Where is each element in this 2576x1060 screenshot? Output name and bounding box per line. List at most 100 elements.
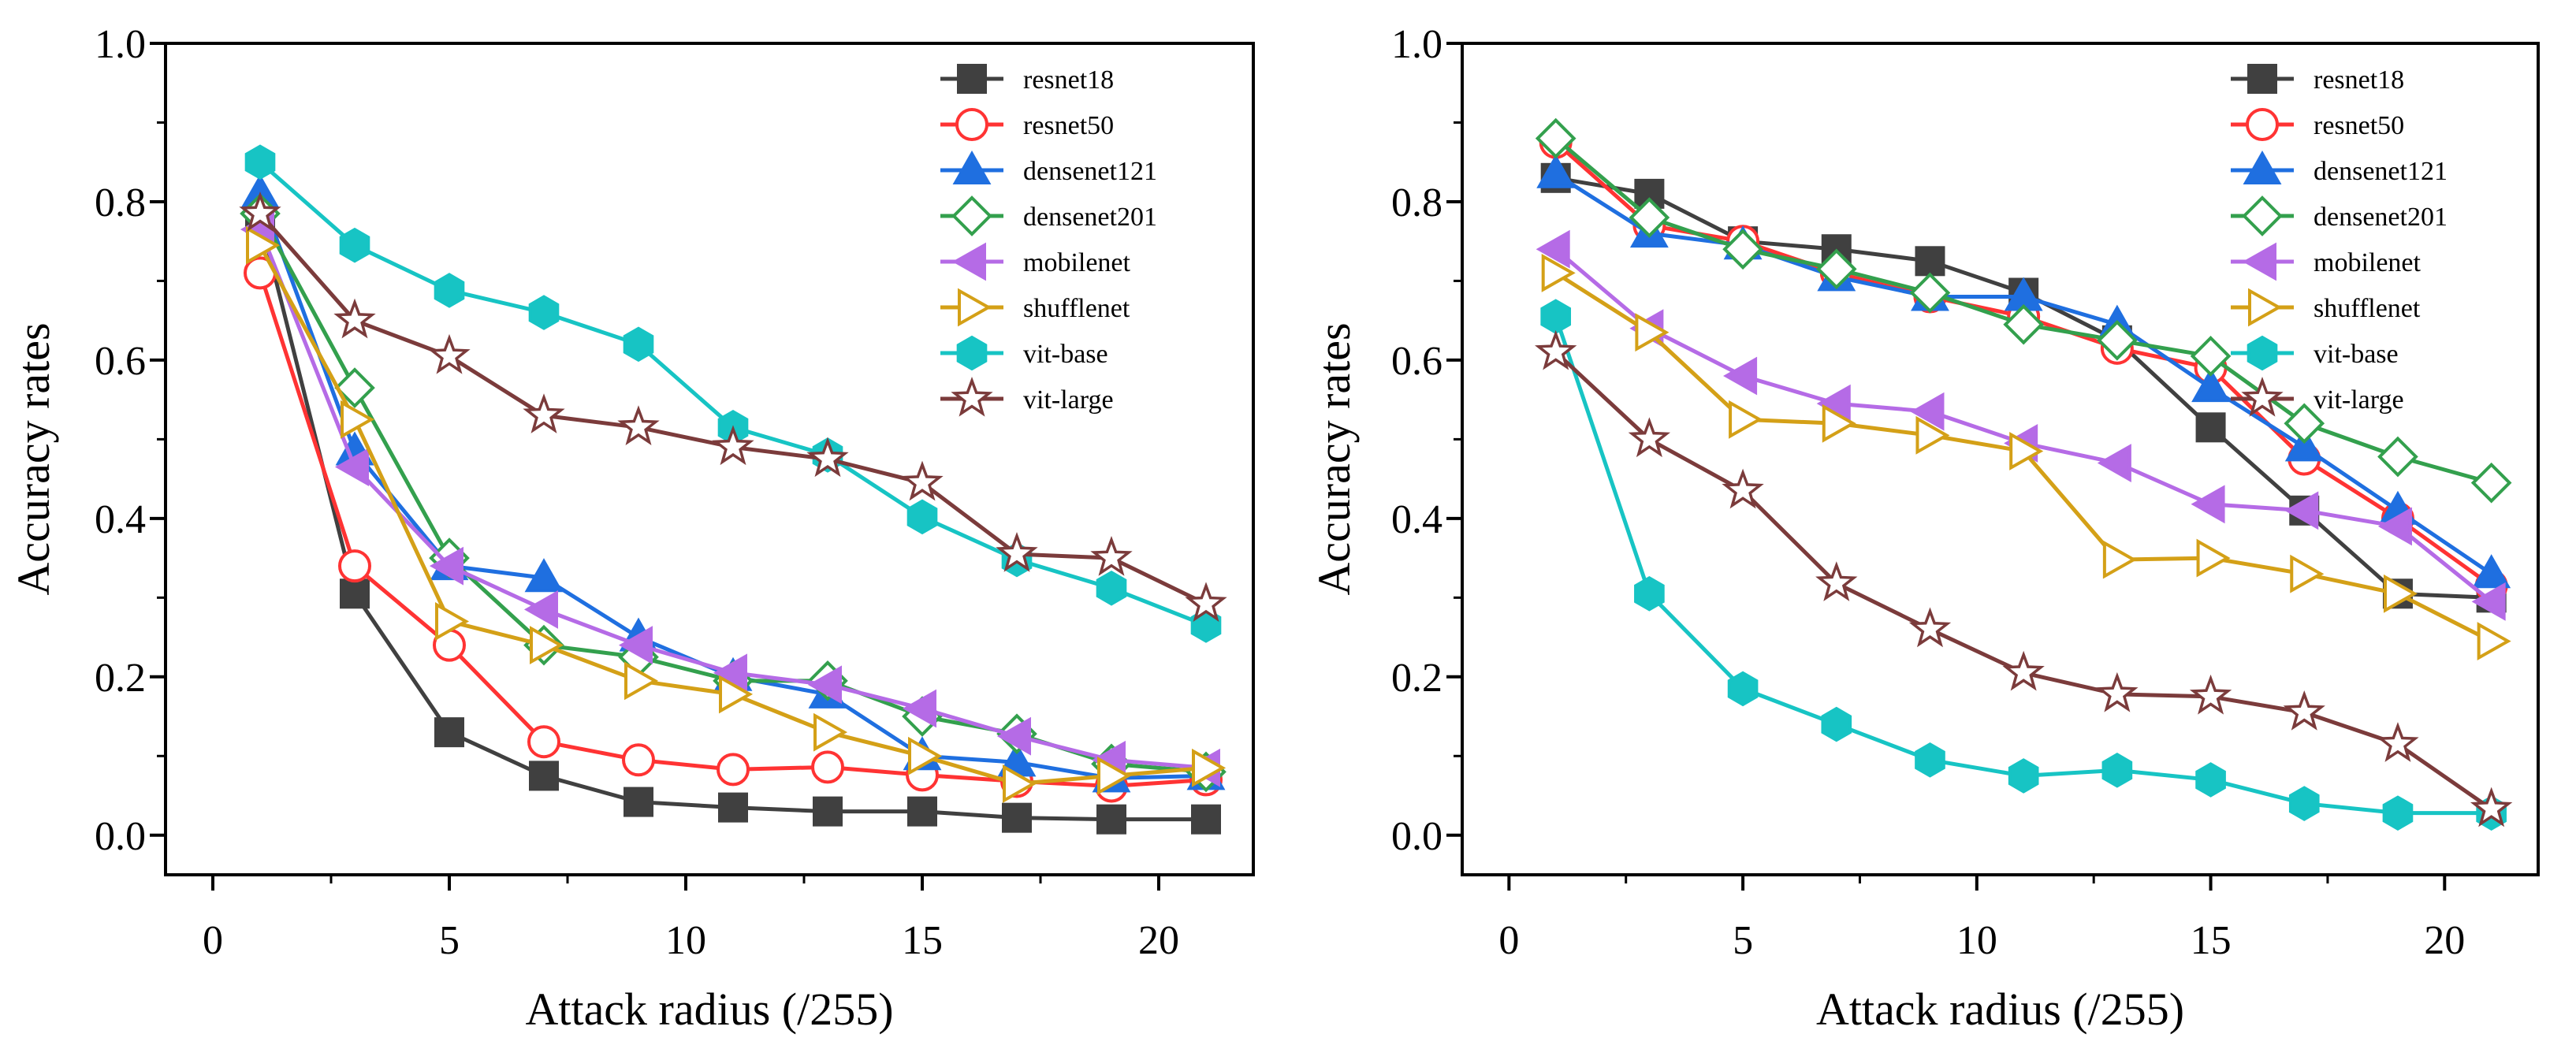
left-point-resnet18 <box>718 792 748 823</box>
left-point-vit-base <box>244 144 276 180</box>
right-point-vit-large <box>1535 329 1577 370</box>
left-y-tick-label: 0.0 <box>95 814 146 859</box>
right-legend: resnet18 resnet50 densenet121 densenet201 mo… <box>2231 64 2448 417</box>
right-y-axis-title: Accuracy rates <box>1308 322 1360 595</box>
right-point-mobilenet <box>2191 485 2225 524</box>
right-point-shufflenet <box>1729 400 1763 439</box>
right-legend-marker <box>2248 288 2283 327</box>
left-point-vit-large <box>523 393 565 433</box>
left-point-vit-base <box>434 273 465 308</box>
left-point-shufflenet <box>1192 748 1227 787</box>
left-legend-item: densenet121 <box>940 150 1157 186</box>
left-y-tick-label: 0.6 <box>95 339 146 384</box>
right-legend-marker <box>2241 376 2284 417</box>
left-point-vit-large <box>996 532 1038 572</box>
right-legend-marker <box>2246 108 2279 141</box>
left-legend-item: vit-base <box>940 335 1108 371</box>
left-legend-item: shufflenet <box>940 288 1130 327</box>
left-point-resnet50 <box>622 743 655 777</box>
right-legend-item: vit-base <box>2231 335 2399 371</box>
right-point-vit-base <box>1727 671 1759 707</box>
right-point-mobilenet <box>1723 356 1758 396</box>
left-series-mobilenet <box>240 210 1220 787</box>
right-y-tick-label: 0.0 <box>1391 814 1442 859</box>
left-legend-marker <box>951 242 986 281</box>
left-point-mobilenet <box>996 716 1031 756</box>
right-point-densenet121 <box>2284 427 2324 462</box>
right-point-vit-large <box>2096 671 2139 712</box>
left-legend-label: shufflenet <box>1023 294 1130 323</box>
right-point-densenet201 <box>1909 272 1951 314</box>
left-point-densenet201 <box>334 367 375 408</box>
left-x-tick-label: 5 <box>439 918 460 963</box>
right-point-vit-large <box>2283 690 2325 731</box>
right-point-resnet18 <box>2195 412 2226 443</box>
right-point-shufflenet <box>1822 404 1856 443</box>
right-point-mobilenet <box>2471 582 2506 621</box>
right-point-shufflenet <box>2102 540 2137 579</box>
right-point-vit-large <box>1628 417 1671 458</box>
left-plot-frame <box>164 42 1255 876</box>
left-legend-item: densenet201 <box>940 195 1157 236</box>
left-point-mobilenet <box>807 665 842 705</box>
left-point-mobilenet <box>618 626 653 665</box>
left-point-shufflenet <box>908 736 943 775</box>
right-point-vit-large <box>2470 787 2513 828</box>
left-point-vit-base <box>623 326 654 363</box>
left-point-resnet18 <box>434 717 464 748</box>
right-y-tick-label: 0.6 <box>1391 339 1442 384</box>
right-legend-label: mobilenet <box>2314 248 2422 277</box>
right-y-tick-label: 0.8 <box>1391 180 1442 225</box>
left-point-vit-large <box>239 191 281 232</box>
right-legend-item: vit-large <box>2231 376 2404 417</box>
left-point-mobilenet <box>523 590 558 629</box>
right-legend-marker <box>2242 195 2283 236</box>
left-x-tick-label: 10 <box>665 918 706 963</box>
left-legend-label: densenet201 <box>1023 203 1157 232</box>
left-chart: 0 5 10 15 20 0.0 0.2 0.4 0.6 0.8 1.0 Attack radius … <box>8 22 1255 1035</box>
left-y-axis-title: Accuracy rates <box>8 322 59 595</box>
left-legend-marker <box>956 335 988 371</box>
left-point-shufflenet <box>1097 756 1132 795</box>
left-point-resnet50 <box>811 750 844 784</box>
left-point-shufflenet <box>719 675 754 714</box>
left-series-vit-large <box>239 191 1227 623</box>
right-point-densenet201 <box>2190 336 2232 377</box>
left-point-vit-base <box>339 227 370 263</box>
right-legend-item: resnet18 <box>2231 64 2404 95</box>
right-legend-label: densenet121 <box>2314 157 2448 186</box>
right-legend-marker <box>2247 64 2277 94</box>
left-y-tick-label: 0.4 <box>95 497 146 542</box>
left-point-resnet18 <box>624 787 653 817</box>
right-point-vit-base <box>1821 706 1852 742</box>
right-point-vit-base <box>2288 786 2320 821</box>
left-series-shufflenet <box>246 225 1227 803</box>
left-point-densenet121 <box>524 558 564 593</box>
left-point-resnet18 <box>1096 804 1126 835</box>
right-point-vit-large <box>2189 674 2232 715</box>
right-point-densenet121 <box>2472 554 2511 589</box>
left-point-resnet18 <box>1191 804 1221 835</box>
left-point-vit-large <box>333 298 376 339</box>
right-series-shufflenet <box>1541 253 2511 661</box>
right-point-densenet201 <box>2377 436 2418 478</box>
left-legend-marker <box>958 288 992 327</box>
left-point-shufflenet <box>1003 764 1037 803</box>
right-point-densenet121 <box>2191 368 2231 403</box>
right-point-vit-large <box>1908 607 1952 648</box>
right-legend-item: shufflenet <box>2231 288 2421 327</box>
left-point-resnet18 <box>907 796 937 827</box>
right-legend-item: resnet50 <box>2231 108 2404 141</box>
left-point-vit-base <box>528 295 560 330</box>
right-point-mobilenet <box>2377 507 2412 546</box>
left-point-resnet50 <box>527 725 560 759</box>
left-point-vit-large <box>1185 582 1227 623</box>
left-legend-label: vit-large <box>1023 385 1114 415</box>
left-point-mobilenet <box>713 653 747 693</box>
right-legend-marker <box>2242 242 2276 281</box>
left-point-mobilenet <box>429 546 463 586</box>
right-point-vit-base <box>2008 758 2039 794</box>
left-point-shufflenet <box>435 602 470 641</box>
left-legend-label: resnet50 <box>1023 111 1114 140</box>
